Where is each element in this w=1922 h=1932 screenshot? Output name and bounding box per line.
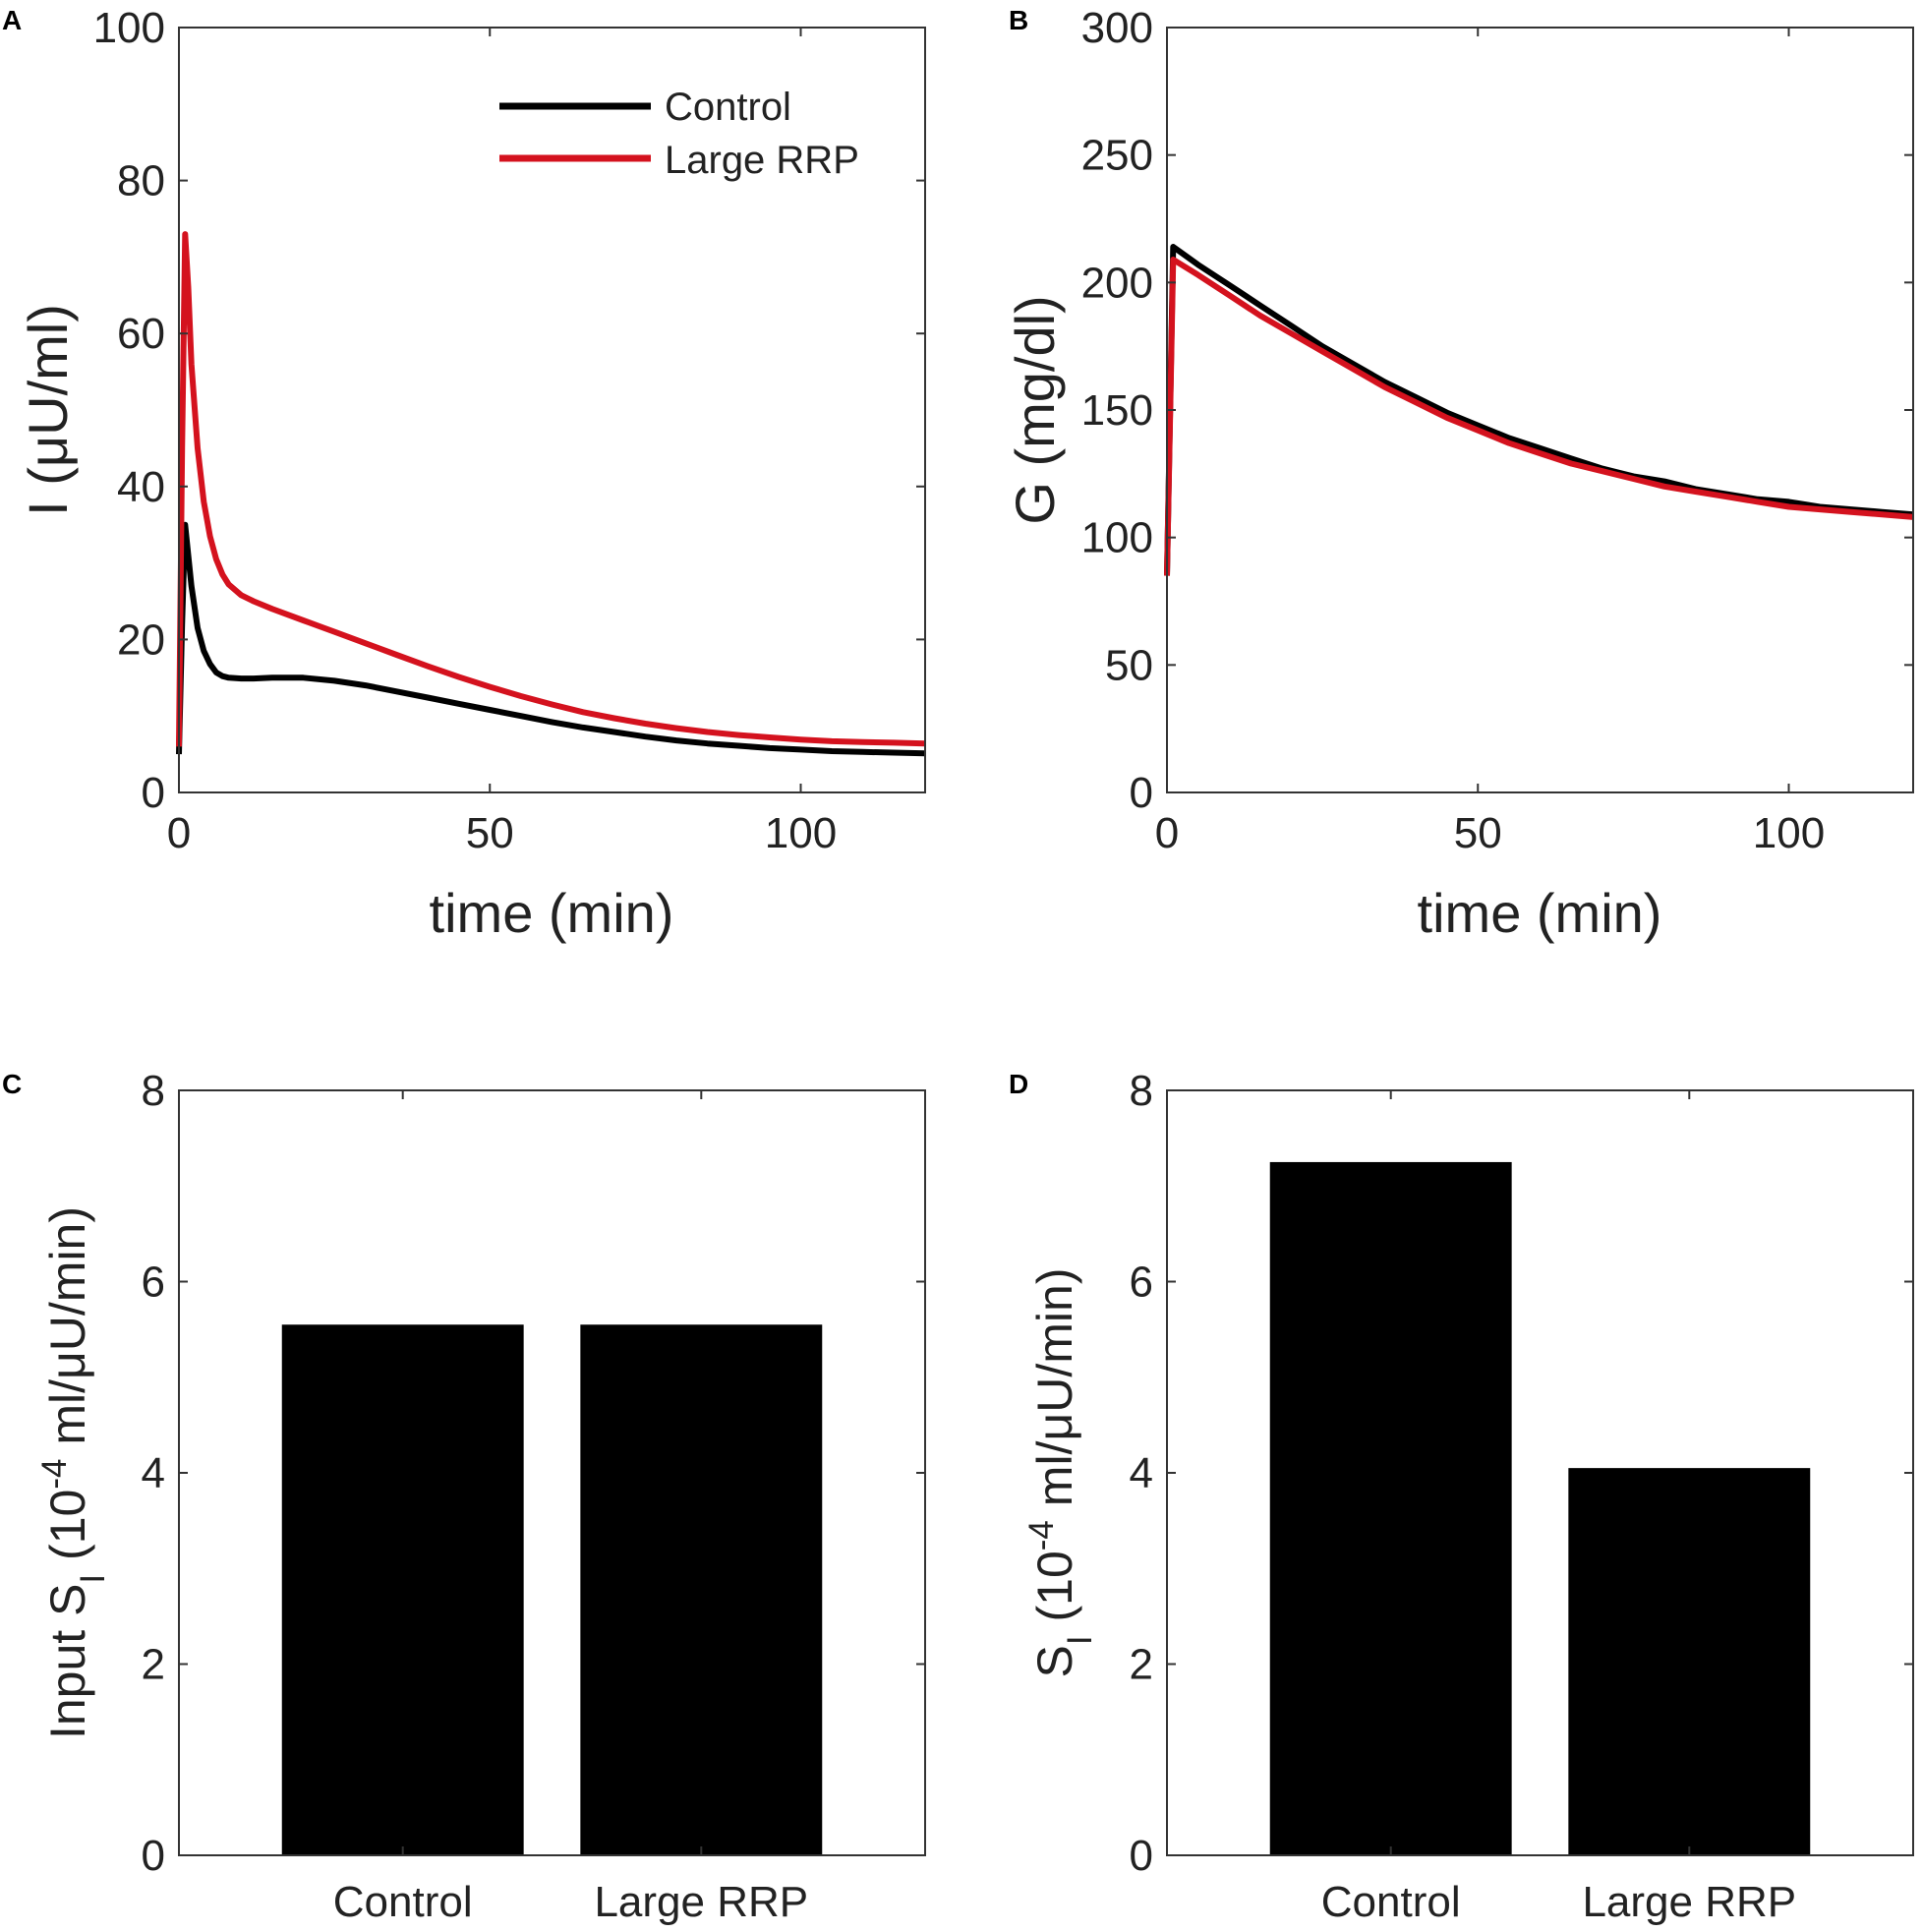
panel-d-category-label-large-rrp: Large RRP	[1582, 1878, 1796, 1926]
panel-c-y-tick-label: 4	[142, 1449, 165, 1497]
panel-letter-a: A	[2, 5, 22, 35]
panel-c-category-label-control: Control	[333, 1878, 473, 1926]
panel-a-x-tick-label: 50	[466, 809, 514, 857]
panel-d-bar-control	[1269, 1161, 1512, 1855]
panel-a-y-tick-label: 100	[93, 4, 165, 52]
panel-a-series-large-rrp	[176, 231, 926, 747]
panel-d-y-tick-label: 2	[1130, 1641, 1153, 1689]
panel-c-y-tick-label: 8	[142, 1067, 165, 1115]
panel-b-x-tick-label: 50	[1454, 809, 1502, 857]
panel-a-x-axis-label: time (min)	[430, 882, 674, 944]
panel-a-x-tick-label: 100	[765, 809, 837, 857]
panel-b-series-control	[1164, 244, 1914, 576]
panel-letter-d: D	[1009, 1069, 1028, 1099]
panel-b-ticks: 0 50 100 150 200 250 300 0 50 100	[1081, 4, 1913, 857]
panel-letter-b: B	[1009, 5, 1028, 35]
panel-b-y-tick-label: 200	[1081, 259, 1153, 307]
panel-d-category-label-control: Control	[1321, 1878, 1461, 1926]
panel-c-y-axis-label: Input SI (10-4 ml/μU/min)	[35, 1206, 112, 1739]
panel-b-y-tick-label: 100	[1081, 514, 1153, 562]
panel-b-series-large-rrp	[1164, 257, 1914, 576]
panel-b-y-tick-label: 150	[1081, 386, 1153, 435]
panel-letter-c: C	[2, 1069, 22, 1099]
panel-c-category-label-large-rrp: Large RRP	[594, 1878, 808, 1926]
panel-a-y-tick-label: 40	[117, 463, 165, 511]
panel-b-y-tick-label: 0	[1130, 769, 1153, 817]
panel-c-y-tick-label: 6	[142, 1259, 165, 1307]
panel-d-marks	[1269, 1161, 1811, 1855]
legend-label-control: Control	[665, 86, 791, 129]
panel-d-y-tick-label: 0	[1130, 1832, 1153, 1880]
panel-b-x-axis-label: time (min)	[1418, 882, 1662, 944]
panel-c-ticks: 0 2 4 6 8 Control Large RRP	[142, 1067, 925, 1926]
panel-b-y-tick-label: 300	[1081, 4, 1153, 52]
panel-d-ticks: 0 2 4 6 8 Control Large RRP	[1130, 1067, 1913, 1926]
panel-b-y-axis-label: G (mg/dl)	[1004, 295, 1066, 524]
panel-c-y-tick-label: 2	[142, 1641, 165, 1689]
panel-c-bar-control	[281, 1324, 524, 1855]
panel-a-y-tick-label: 60	[117, 310, 165, 358]
panel-b-x-tick-label: 100	[1753, 809, 1825, 857]
panel-b-y-tick-label: 250	[1081, 132, 1153, 180]
panel-d-y-tick-label: 4	[1130, 1449, 1153, 1497]
panel-a-series-control	[176, 521, 926, 757]
panel-b-x-tick-label: 0	[1155, 809, 1179, 857]
panel-d-y-tick-label: 8	[1130, 1067, 1153, 1115]
panel-d-y-axis-label: SI (10-4 ml/μU/min)	[1022, 1268, 1099, 1678]
legend-label-large-rrp: Large RRP	[665, 139, 859, 182]
panel-c-bar-large-rrp	[580, 1324, 823, 1855]
panel-b-marks	[1164, 244, 1914, 576]
panel-d-bar-chart: 0 2 4 6 8 Control Large RRP SI (10-4 ml/μU/min…	[1022, 1067, 1914, 1926]
panel-b-y-tick-label: 50	[1105, 641, 1153, 689]
panel-d-bar-large-rrp	[1568, 1468, 1811, 1855]
panel-a-legend: Control Large RRP	[499, 86, 859, 182]
panel-c-bar-chart: 0 2 4 6 8 Control Large RRP Input SI (10-4 ml/…	[35, 1067, 926, 1926]
panel-c-y-tick-label: 0	[142, 1832, 165, 1880]
panel-a-y-tick-label: 20	[117, 615, 165, 664]
panel-a-ticks: 0 20 40 60 80 100 0 50 100	[93, 4, 925, 857]
panel-a-axes-box	[178, 27, 926, 793]
panel-c-marks	[281, 1324, 823, 1855]
panel-b-line-chart: 0 50 100 150 200 250 300 0 50 100 time (min) G (m…	[1004, 4, 1914, 944]
panel-a-x-tick-label: 0	[167, 809, 191, 857]
panel-a-marks	[176, 231, 926, 757]
panel-a-y-axis-label: I (μU/ml)	[17, 304, 79, 516]
panel-a-y-tick-label: 0	[142, 769, 165, 817]
panel-a-y-tick-label: 80	[117, 157, 165, 205]
panel-d-y-tick-label: 6	[1130, 1259, 1153, 1307]
